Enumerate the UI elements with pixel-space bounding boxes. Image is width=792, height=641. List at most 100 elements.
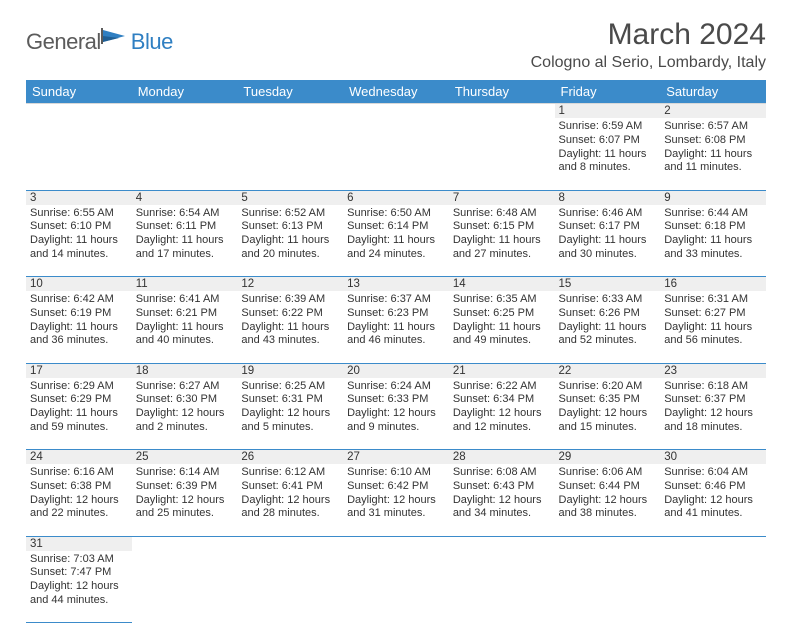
sunset-line: Sunset: 6:38 PM (30, 480, 128, 494)
day-cell: Sunrise: 6:42 AMSunset: 6:19 PMDaylight:… (26, 291, 132, 363)
daynum-row: 31 (26, 536, 766, 551)
day-number-cell: 1 (555, 104, 661, 119)
calendar-table: SundayMondayTuesdayWednesdayThursdayFrid… (26, 80, 766, 623)
sunset-line: Sunset: 6:43 PM (453, 480, 551, 494)
day-number-cell: 29 (555, 450, 661, 465)
daylight-line: Daylight: 11 hours and 40 minutes. (136, 321, 234, 349)
day-number-cell: 26 (237, 450, 343, 465)
sunset-line: Sunset: 6:44 PM (559, 480, 657, 494)
sunset-line: Sunset: 6:08 PM (664, 134, 762, 148)
sunset-line: Sunset: 6:15 PM (453, 220, 551, 234)
daylight-line: Daylight: 12 hours and 18 minutes. (664, 407, 762, 435)
sunrise-line: Sunrise: 6:31 AM (664, 293, 762, 307)
day-cell: Sunrise: 6:37 AMSunset: 6:23 PMDaylight:… (343, 291, 449, 363)
daylight-line: Daylight: 11 hours and 52 minutes. (559, 321, 657, 349)
sunset-line: Sunset: 6:22 PM (241, 307, 339, 321)
day-cell: Sunrise: 6:22 AMSunset: 6:34 PMDaylight:… (449, 378, 555, 450)
week-row: Sunrise: 6:55 AMSunset: 6:10 PMDaylight:… (26, 205, 766, 277)
calendar-page: General Blue March 2024 Cologno al Serio… (0, 0, 792, 641)
day-header-row: SundayMondayTuesdayWednesdayThursdayFrid… (26, 80, 766, 104)
sunrise-line: Sunrise: 6:04 AM (664, 466, 762, 480)
day-cell: Sunrise: 6:29 AMSunset: 6:29 PMDaylight:… (26, 378, 132, 450)
day-number-cell: 23 (660, 363, 766, 378)
daylight-line: Daylight: 12 hours and 9 minutes. (347, 407, 445, 435)
sunset-line: Sunset: 6:37 PM (664, 393, 762, 407)
sunset-line: Sunset: 6:34 PM (453, 393, 551, 407)
day-number-cell (555, 536, 661, 551)
day-cell: Sunrise: 6:33 AMSunset: 6:26 PMDaylight:… (555, 291, 661, 363)
daylight-line: Daylight: 12 hours and 44 minutes. (30, 580, 128, 608)
sunset-line: Sunset: 6:18 PM (664, 220, 762, 234)
title-block: March 2024 Cologno al Serio, Lombardy, I… (531, 18, 766, 72)
sunrise-line: Sunrise: 6:39 AM (241, 293, 339, 307)
sunrise-line: Sunrise: 6:14 AM (136, 466, 234, 480)
day-cell: Sunrise: 6:24 AMSunset: 6:33 PMDaylight:… (343, 378, 449, 450)
daylight-line: Daylight: 11 hours and 36 minutes. (30, 321, 128, 349)
calendar-body: 12Sunrise: 6:59 AMSunset: 6:07 PMDayligh… (26, 104, 766, 623)
daylight-line: Daylight: 11 hours and 49 minutes. (453, 321, 551, 349)
day-header: Wednesday (343, 80, 449, 104)
day-number-cell: 9 (660, 190, 766, 205)
sunset-line: Sunset: 6:19 PM (30, 307, 128, 321)
day-cell (449, 118, 555, 190)
sunset-line: Sunset: 6:23 PM (347, 307, 445, 321)
sunrise-line: Sunrise: 6:54 AM (136, 207, 234, 221)
daylight-line: Daylight: 12 hours and 31 minutes. (347, 494, 445, 522)
day-cell: Sunrise: 6:54 AMSunset: 6:11 PMDaylight:… (132, 205, 238, 277)
day-cell (237, 118, 343, 190)
sunset-line: Sunset: 6:46 PM (664, 480, 762, 494)
sunset-line: Sunset: 6:35 PM (559, 393, 657, 407)
day-number-cell: 16 (660, 277, 766, 292)
daylight-line: Daylight: 12 hours and 41 minutes. (664, 494, 762, 522)
day-header: Friday (555, 80, 661, 104)
day-number-cell (343, 104, 449, 119)
sunset-line: Sunset: 6:41 PM (241, 480, 339, 494)
sunrise-line: Sunrise: 6:16 AM (30, 466, 128, 480)
sunset-line: Sunset: 6:39 PM (136, 480, 234, 494)
day-number-cell (343, 536, 449, 551)
day-number-cell (237, 104, 343, 119)
day-number-cell (449, 536, 555, 551)
daylight-line: Daylight: 12 hours and 12 minutes. (453, 407, 551, 435)
daynum-row: 17181920212223 (26, 363, 766, 378)
flag-icon (101, 26, 129, 51)
week-row: Sunrise: 6:59 AMSunset: 6:07 PMDaylight:… (26, 118, 766, 190)
month-title: March 2024 (531, 18, 766, 52)
day-cell: Sunrise: 6:44 AMSunset: 6:18 PMDaylight:… (660, 205, 766, 277)
sunrise-line: Sunrise: 6:25 AM (241, 380, 339, 394)
day-cell: Sunrise: 6:41 AMSunset: 6:21 PMDaylight:… (132, 291, 238, 363)
sunrise-line: Sunrise: 6:59 AM (559, 120, 657, 134)
day-header: Monday (132, 80, 238, 104)
daylight-line: Daylight: 11 hours and 46 minutes. (347, 321, 445, 349)
sunrise-line: Sunrise: 6:52 AM (241, 207, 339, 221)
day-number-cell: 8 (555, 190, 661, 205)
sunrise-line: Sunrise: 6:29 AM (30, 380, 128, 394)
daylight-line: Daylight: 12 hours and 34 minutes. (453, 494, 551, 522)
sunrise-line: Sunrise: 7:03 AM (30, 553, 128, 567)
week-row: Sunrise: 6:16 AMSunset: 6:38 PM Daylight:… (26, 464, 766, 536)
location: Cologno al Serio, Lombardy, Italy (531, 54, 766, 72)
day-cell: Sunrise: 6:59 AMSunset: 6:07 PMDaylight:… (555, 118, 661, 190)
day-number-cell: 22 (555, 363, 661, 378)
sunrise-line: Sunrise: 6:12 AM (241, 466, 339, 480)
daylight-line: Daylight: 11 hours and 14 minutes. (30, 234, 128, 262)
daynum-row: 12 (26, 104, 766, 119)
daylight-line: Daylight: 11 hours and 27 minutes. (453, 234, 551, 262)
week-row: Sunrise: 6:29 AMSunset: 6:29 PMDaylight:… (26, 378, 766, 450)
day-number-cell: 11 (132, 277, 238, 292)
day-number-cell: 31 (26, 536, 132, 551)
sunrise-line: Sunrise: 6:20 AM (559, 380, 657, 394)
sunrise-line: Sunrise: 6:37 AM (347, 293, 445, 307)
day-number-cell: 18 (132, 363, 238, 378)
logo-text-blue: Blue (131, 29, 173, 55)
logo: General Blue (26, 26, 173, 55)
day-cell: Sunrise: 6:55 AMSunset: 6:10 PMDaylight:… (26, 205, 132, 277)
day-number-cell: 27 (343, 450, 449, 465)
day-cell: Sunrise: 6:12 AMSunset: 6:41 PMDaylight:… (237, 464, 343, 536)
sunrise-line: Sunrise: 6:10 AM (347, 466, 445, 480)
daylight-line: Daylight: 12 hours and 5 minutes. (241, 407, 339, 435)
daylight-line: Daylight: 12 hours and 15 minutes. (559, 407, 657, 435)
day-cell: Sunrise: 6:18 AMSunset: 6:37 PMDaylight:… (660, 378, 766, 450)
day-cell: Sunrise: 6:08 AMSunset: 6:43 PMDaylight:… (449, 464, 555, 536)
sunset-line: Sunset: 6:33 PM (347, 393, 445, 407)
